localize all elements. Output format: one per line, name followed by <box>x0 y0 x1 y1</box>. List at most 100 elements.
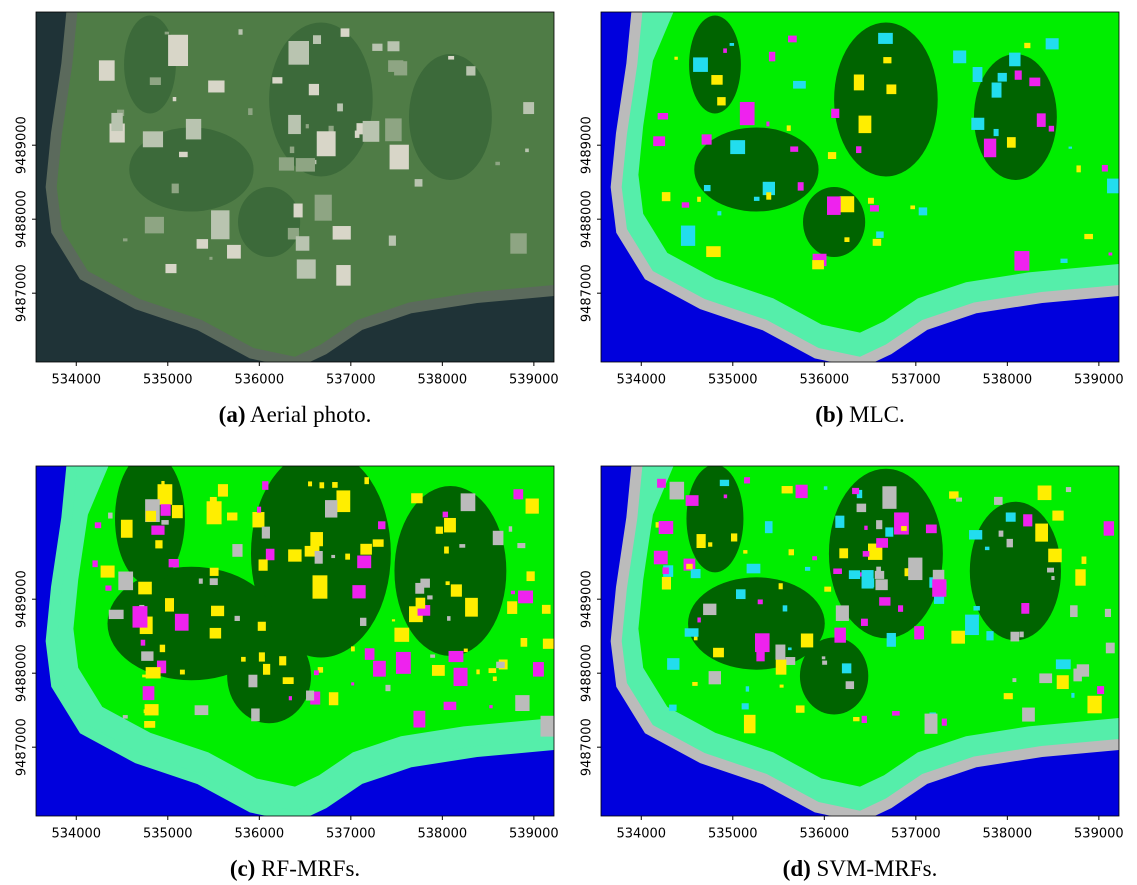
class-speck <box>279 157 294 170</box>
class-speck <box>518 591 533 604</box>
class-speck <box>146 511 156 522</box>
class-speck <box>854 75 864 91</box>
class-speck <box>667 658 679 670</box>
class-speck <box>708 542 712 546</box>
class-speck <box>1071 693 1074 698</box>
map-image <box>36 450 555 816</box>
class-speck <box>824 486 828 490</box>
class-speck <box>942 719 947 726</box>
class-speck <box>1010 632 1019 642</box>
class-speck <box>1077 664 1089 676</box>
class-speck <box>121 520 133 538</box>
class-speck <box>876 538 888 548</box>
class-speck <box>141 640 146 646</box>
class-speck <box>248 675 257 688</box>
caption-label: (b) <box>815 402 843 427</box>
caption-label: (a) <box>219 402 246 427</box>
class-speck <box>743 550 747 554</box>
class-speck <box>822 661 827 665</box>
class-speck <box>730 140 745 154</box>
class-speck <box>315 195 332 221</box>
class-speck <box>1015 70 1022 79</box>
class-speck <box>969 530 982 539</box>
class-speck <box>812 260 824 269</box>
class-speck <box>165 32 169 35</box>
class-speck <box>466 66 475 75</box>
class-speck <box>914 626 924 639</box>
class-speck <box>142 675 146 678</box>
class-speck <box>447 616 450 621</box>
class-speck <box>1060 259 1067 263</box>
class-speck <box>783 605 788 611</box>
class-speck <box>489 705 492 708</box>
class-speck <box>862 570 874 588</box>
class-speck <box>258 622 266 631</box>
class-speck <box>862 716 867 723</box>
class-speck <box>1051 576 1054 580</box>
class-speck <box>788 647 792 650</box>
class-speck <box>1020 632 1024 638</box>
class-speck <box>95 522 101 528</box>
class-speck <box>509 526 512 531</box>
class-speck <box>984 139 996 158</box>
class-speck <box>919 207 927 215</box>
y-tick-label: 9487000 <box>580 264 595 322</box>
class-speck <box>682 202 689 207</box>
class-speck <box>430 654 435 657</box>
class-speck <box>306 124 309 128</box>
class-speck <box>857 504 867 512</box>
class-speck <box>195 705 209 715</box>
class-speck <box>169 559 179 567</box>
class-speck <box>717 211 721 215</box>
class-speck <box>692 682 697 686</box>
class-speck <box>165 264 176 273</box>
class-speck <box>279 656 286 665</box>
class-speck <box>925 714 938 734</box>
class-speck <box>801 634 813 648</box>
class-speck <box>396 652 411 674</box>
y-tick-label: 9489000 <box>15 570 30 628</box>
class-speck <box>812 556 817 560</box>
class-speck <box>392 619 395 621</box>
class-speck <box>496 662 505 668</box>
class-speck <box>360 544 372 555</box>
class-speck <box>168 35 188 66</box>
class-speck <box>138 582 152 595</box>
x-tick-label: 536000 <box>799 827 849 842</box>
class-speck <box>352 585 365 598</box>
class-speck <box>973 67 983 82</box>
class-speck <box>868 198 874 204</box>
class-speck <box>932 579 946 596</box>
x-tick-label: 534000 <box>616 827 666 842</box>
class-speck <box>360 618 366 626</box>
class-speck <box>870 205 879 211</box>
class-speck <box>248 108 252 115</box>
class-speck <box>272 77 282 83</box>
class-speck <box>1076 165 1080 172</box>
class-speck <box>294 204 303 218</box>
class-speck <box>786 657 796 665</box>
class-speck <box>1104 521 1114 535</box>
x-tick-label: 534000 <box>51 827 101 842</box>
class-speck <box>413 711 425 728</box>
class-speck <box>910 205 915 209</box>
class-speck <box>697 534 706 548</box>
class-speck <box>315 551 323 564</box>
class-speck <box>257 507 261 513</box>
class-speck <box>1105 609 1111 617</box>
class-speck <box>782 486 793 493</box>
class-speck <box>1109 252 1113 255</box>
class-speck <box>145 217 164 234</box>
class-speck <box>444 546 449 553</box>
class-speck <box>443 512 448 518</box>
class-speck <box>108 513 112 519</box>
class-speck <box>894 512 909 534</box>
class-speck <box>218 484 228 496</box>
class-speck <box>416 598 426 609</box>
class-speck <box>150 77 161 85</box>
class-speck <box>259 559 268 570</box>
class-speck <box>317 131 336 156</box>
class-speck <box>394 628 409 642</box>
